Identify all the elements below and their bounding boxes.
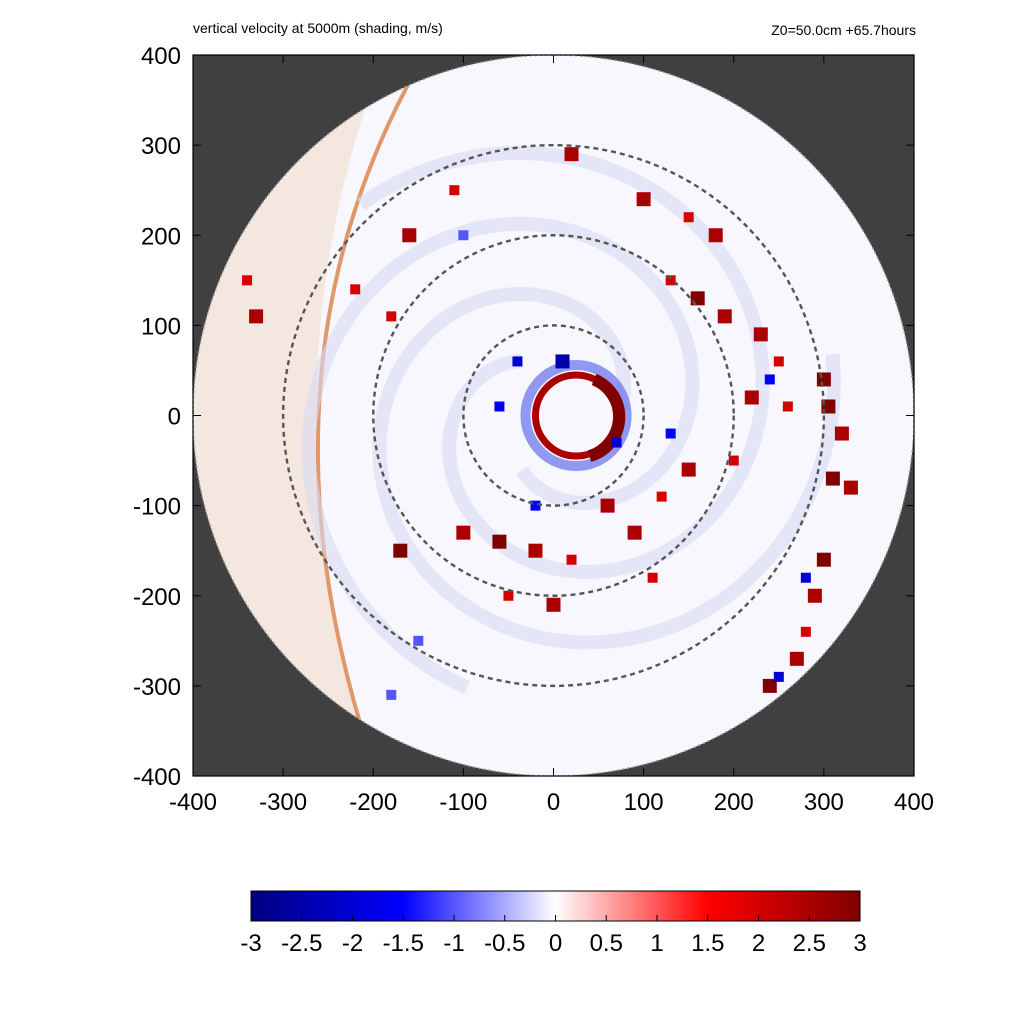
feature-cell <box>773 356 784 367</box>
feature-cell <box>665 275 676 286</box>
feature-cell <box>393 543 408 558</box>
y-tick-label: 300 <box>141 133 181 160</box>
feature-cell <box>647 572 658 583</box>
feature-cell <box>555 354 570 369</box>
colorbar-tick-label: -0.5 <box>484 930 525 957</box>
feature-cell <box>728 455 739 466</box>
feature-cell <box>242 275 253 286</box>
x-tick-label: 400 <box>894 789 934 816</box>
feature-cell <box>413 635 424 646</box>
feature-cell <box>600 498 615 513</box>
feature-cell <box>564 147 579 162</box>
plot-area <box>192 54 915 777</box>
y-tick-label: 200 <box>141 223 181 250</box>
feature-cell <box>800 572 811 583</box>
y-tick-label: -400 <box>133 764 181 791</box>
colorbar-tick-label: -2.5 <box>281 930 322 957</box>
feature-cell <box>834 426 849 441</box>
axes: -400 -300 -200 -100 0 100 200 300 400 -400 -300 -20… <box>133 43 934 816</box>
x-tick-label: -100 <box>439 789 487 816</box>
colorbar-tick-label: -2 <box>342 930 363 957</box>
feature-cell <box>566 554 577 565</box>
x-tick-label: 300 <box>804 789 844 816</box>
feature-cell <box>611 437 622 448</box>
feature-cell <box>449 185 460 196</box>
colorbar-tick-label: 2 <box>752 930 765 957</box>
colorbar-tick-label: 1 <box>650 930 663 957</box>
x-tick-label: 100 <box>624 789 664 816</box>
y-tick-label: -300 <box>133 674 181 701</box>
feature-cell <box>825 471 840 486</box>
reference-circle <box>462 324 645 507</box>
feature-cell <box>665 428 676 439</box>
feature-cell <box>386 689 397 700</box>
feature-cell <box>753 327 768 342</box>
feature-cell <box>249 309 264 324</box>
feature-cell <box>492 534 507 549</box>
eye-ring-outer <box>520 359 632 472</box>
feature-cell <box>744 390 759 405</box>
eye-ring-strong <box>587 373 626 462</box>
x-tick-label: -400 <box>169 789 217 816</box>
colorbar-tick-label: -1 <box>443 930 464 957</box>
x-tick-label: -300 <box>259 789 307 816</box>
x-tick-label: -200 <box>349 789 397 816</box>
feature-cell <box>708 228 723 243</box>
feature-cell <box>800 626 811 637</box>
spiral-band <box>372 287 841 650</box>
feature-cell <box>681 462 696 477</box>
y-tick-label: -200 <box>133 584 181 611</box>
chart-title: vertical velocity at 5000m (shading, m/s… <box>193 20 443 36</box>
feature-cell <box>456 525 471 540</box>
feature-cell <box>530 500 541 511</box>
colorbar-tick-label: 0.5 <box>590 930 623 957</box>
y-tick-label: -100 <box>133 494 181 521</box>
feature-cell <box>512 356 523 367</box>
feature-cell <box>458 230 469 241</box>
y-tick-label: 0 <box>168 404 181 431</box>
x-tick-label: 0 <box>547 789 560 816</box>
colorbar-tick-label: 0 <box>549 930 562 957</box>
feature-cell <box>546 597 561 612</box>
colorbar-tick-label: 1.5 <box>691 930 724 957</box>
feature-cell <box>503 590 514 601</box>
feature-cell <box>402 228 417 243</box>
feature-cell <box>386 311 397 322</box>
feature-cell <box>683 212 694 223</box>
feature-cell <box>656 491 667 502</box>
feature-cell <box>764 374 775 385</box>
feature-cell <box>843 480 858 495</box>
colorbar-tick-label: -1.5 <box>383 930 424 957</box>
feature-cell <box>816 372 831 387</box>
feature-cell <box>494 401 505 412</box>
colorbar-tick-label: -3 <box>240 930 261 957</box>
feature-cell <box>807 588 822 603</box>
reference-circle <box>372 234 735 597</box>
feature-cell <box>636 192 651 207</box>
feature-cell <box>690 291 705 306</box>
x-tick-label: 200 <box>714 789 754 816</box>
y-tick-label: 400 <box>141 43 181 70</box>
feature-cell <box>627 525 642 540</box>
feature-cell <box>782 401 793 412</box>
feature-cell <box>717 309 732 324</box>
reference-circle <box>281 143 826 688</box>
spiral-band <box>356 145 770 579</box>
feature-cell <box>816 552 831 567</box>
colorbar-tick-label: 2.5 <box>793 930 826 957</box>
chart-subtitle: Z0=50.0cm +65.7hours <box>771 22 916 38</box>
feature-cell <box>789 651 804 666</box>
feature-cell <box>762 678 777 693</box>
colorbar: -3 -2.5 -2 -1.5 -1 -0.5 0 0.5 1 1.5 2 2.5 3 <box>240 890 867 957</box>
feature-cell <box>528 543 543 558</box>
feature-cell <box>350 284 361 295</box>
feature-cell <box>773 671 784 682</box>
y-tick-label: 100 <box>141 313 181 340</box>
colorbar-tick-label: 3 <box>853 930 866 957</box>
